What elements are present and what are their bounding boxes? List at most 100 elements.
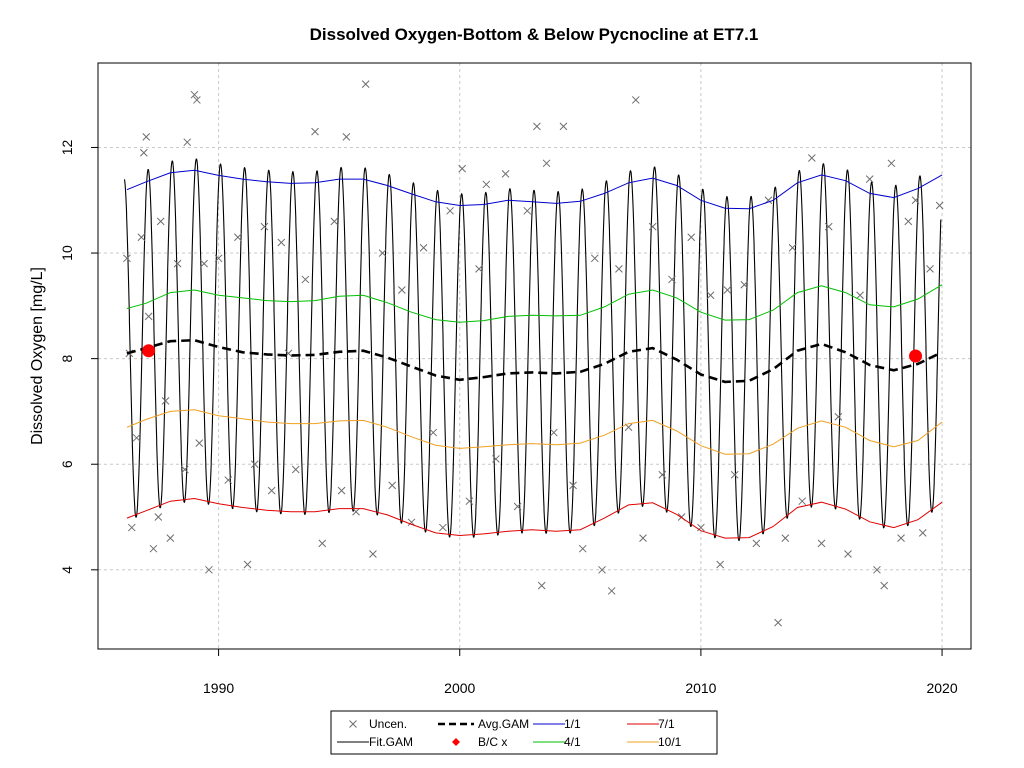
data-point xyxy=(865,175,874,183)
series-line-jan xyxy=(126,169,943,210)
data-point xyxy=(419,243,428,252)
data-point xyxy=(446,206,454,215)
data-point xyxy=(161,397,170,405)
data-point xyxy=(139,148,148,157)
data-point xyxy=(668,275,676,284)
data-point xyxy=(648,222,657,231)
data-point xyxy=(752,539,761,548)
data-point xyxy=(639,534,647,542)
data-point xyxy=(378,249,387,257)
data-point xyxy=(723,286,732,294)
y-tick-label: 10 xyxy=(59,245,75,261)
legend-box xyxy=(330,710,718,755)
legend: Uncen. Avg.GAM 1/1 7/1 Fit.GAM B/C x 4/1 10/1 xyxy=(330,710,718,755)
data-point xyxy=(607,587,616,595)
data-point xyxy=(549,428,558,437)
x-tick-label: 2020 xyxy=(926,680,957,696)
data-point xyxy=(873,565,881,574)
data-point xyxy=(214,254,223,263)
data-point xyxy=(911,196,920,205)
bc-point xyxy=(142,344,156,358)
legend-label-fit: Fit.GAM xyxy=(369,735,413,749)
data-point xyxy=(342,133,351,141)
data-point xyxy=(137,233,146,242)
data-point xyxy=(501,170,510,178)
legend-label-s4: 4/1 xyxy=(564,735,581,749)
data-point xyxy=(156,217,165,226)
data-point xyxy=(166,534,175,542)
data-point xyxy=(697,523,705,532)
data-point xyxy=(224,476,233,484)
legend-label-s1: 1/1 xyxy=(564,717,581,731)
data-point xyxy=(291,465,300,474)
series-lines xyxy=(126,169,943,539)
data-point xyxy=(144,312,153,321)
data-point xyxy=(533,122,541,131)
data-point xyxy=(935,201,944,210)
legend-symbol-bc xyxy=(452,738,460,746)
data-point xyxy=(730,470,739,479)
data-point xyxy=(716,560,725,569)
data-point xyxy=(318,539,327,548)
data-point xyxy=(492,455,500,463)
y-axis-label: Dissolved Oxygen [mg/L] xyxy=(29,267,46,445)
data-point xyxy=(880,581,889,590)
legend-label-uncen: Uncen. xyxy=(369,717,407,731)
data-point xyxy=(658,470,667,479)
series-line-oct xyxy=(126,409,943,455)
data-point xyxy=(897,534,905,542)
data-point xyxy=(388,481,397,490)
data-point xyxy=(523,206,532,215)
data-point xyxy=(190,90,199,99)
bc-point xyxy=(909,349,923,363)
data-point xyxy=(398,286,406,294)
data-point xyxy=(458,164,467,173)
data-point xyxy=(798,497,807,506)
data-point xyxy=(132,433,141,442)
data-point xyxy=(807,154,816,162)
y-tick-label: 6 xyxy=(59,460,75,468)
data-point xyxy=(887,159,896,168)
series-line-apr xyxy=(126,284,943,323)
data-point xyxy=(267,486,276,495)
y-axis: 4 6 8 10 12 xyxy=(59,139,99,574)
data-point xyxy=(824,222,833,231)
x-tick-label: 2010 xyxy=(685,680,716,696)
data-point xyxy=(301,275,310,284)
legend-label-s10: 10/1 xyxy=(658,735,682,749)
data-point xyxy=(834,412,843,421)
data-point xyxy=(706,291,715,300)
data-point xyxy=(429,428,438,437)
y-tick-label: 4 xyxy=(59,566,75,574)
legend-label-s7: 7/1 xyxy=(658,717,675,731)
y-tick-label: 8 xyxy=(59,355,75,363)
seasonal-fit xyxy=(123,158,942,542)
data-point xyxy=(361,80,370,88)
data-point xyxy=(513,502,522,511)
data-point xyxy=(352,507,360,516)
data-point xyxy=(537,581,546,590)
data-point xyxy=(180,465,189,474)
data-point xyxy=(154,513,163,521)
x-tick-label: 2000 xyxy=(444,680,475,696)
legend-label-bc: B/C x xyxy=(478,735,507,749)
data-point xyxy=(205,565,213,574)
x-axis: 1990 2000 2010 2020 xyxy=(203,648,958,696)
data-point xyxy=(173,259,182,268)
x-tick-label: 1990 xyxy=(203,680,234,696)
data-point xyxy=(598,565,606,574)
data-point xyxy=(559,122,568,131)
data-point xyxy=(569,481,577,490)
data-point xyxy=(407,518,416,527)
bc-points xyxy=(142,344,923,363)
data-point xyxy=(788,243,797,252)
data-point xyxy=(277,238,286,247)
data-point xyxy=(631,96,640,104)
data-point xyxy=(740,280,749,289)
data-point xyxy=(774,618,782,627)
data-point xyxy=(475,265,483,273)
data-point xyxy=(590,254,599,263)
data-point xyxy=(465,497,474,506)
y-tick-label: 12 xyxy=(59,139,75,155)
